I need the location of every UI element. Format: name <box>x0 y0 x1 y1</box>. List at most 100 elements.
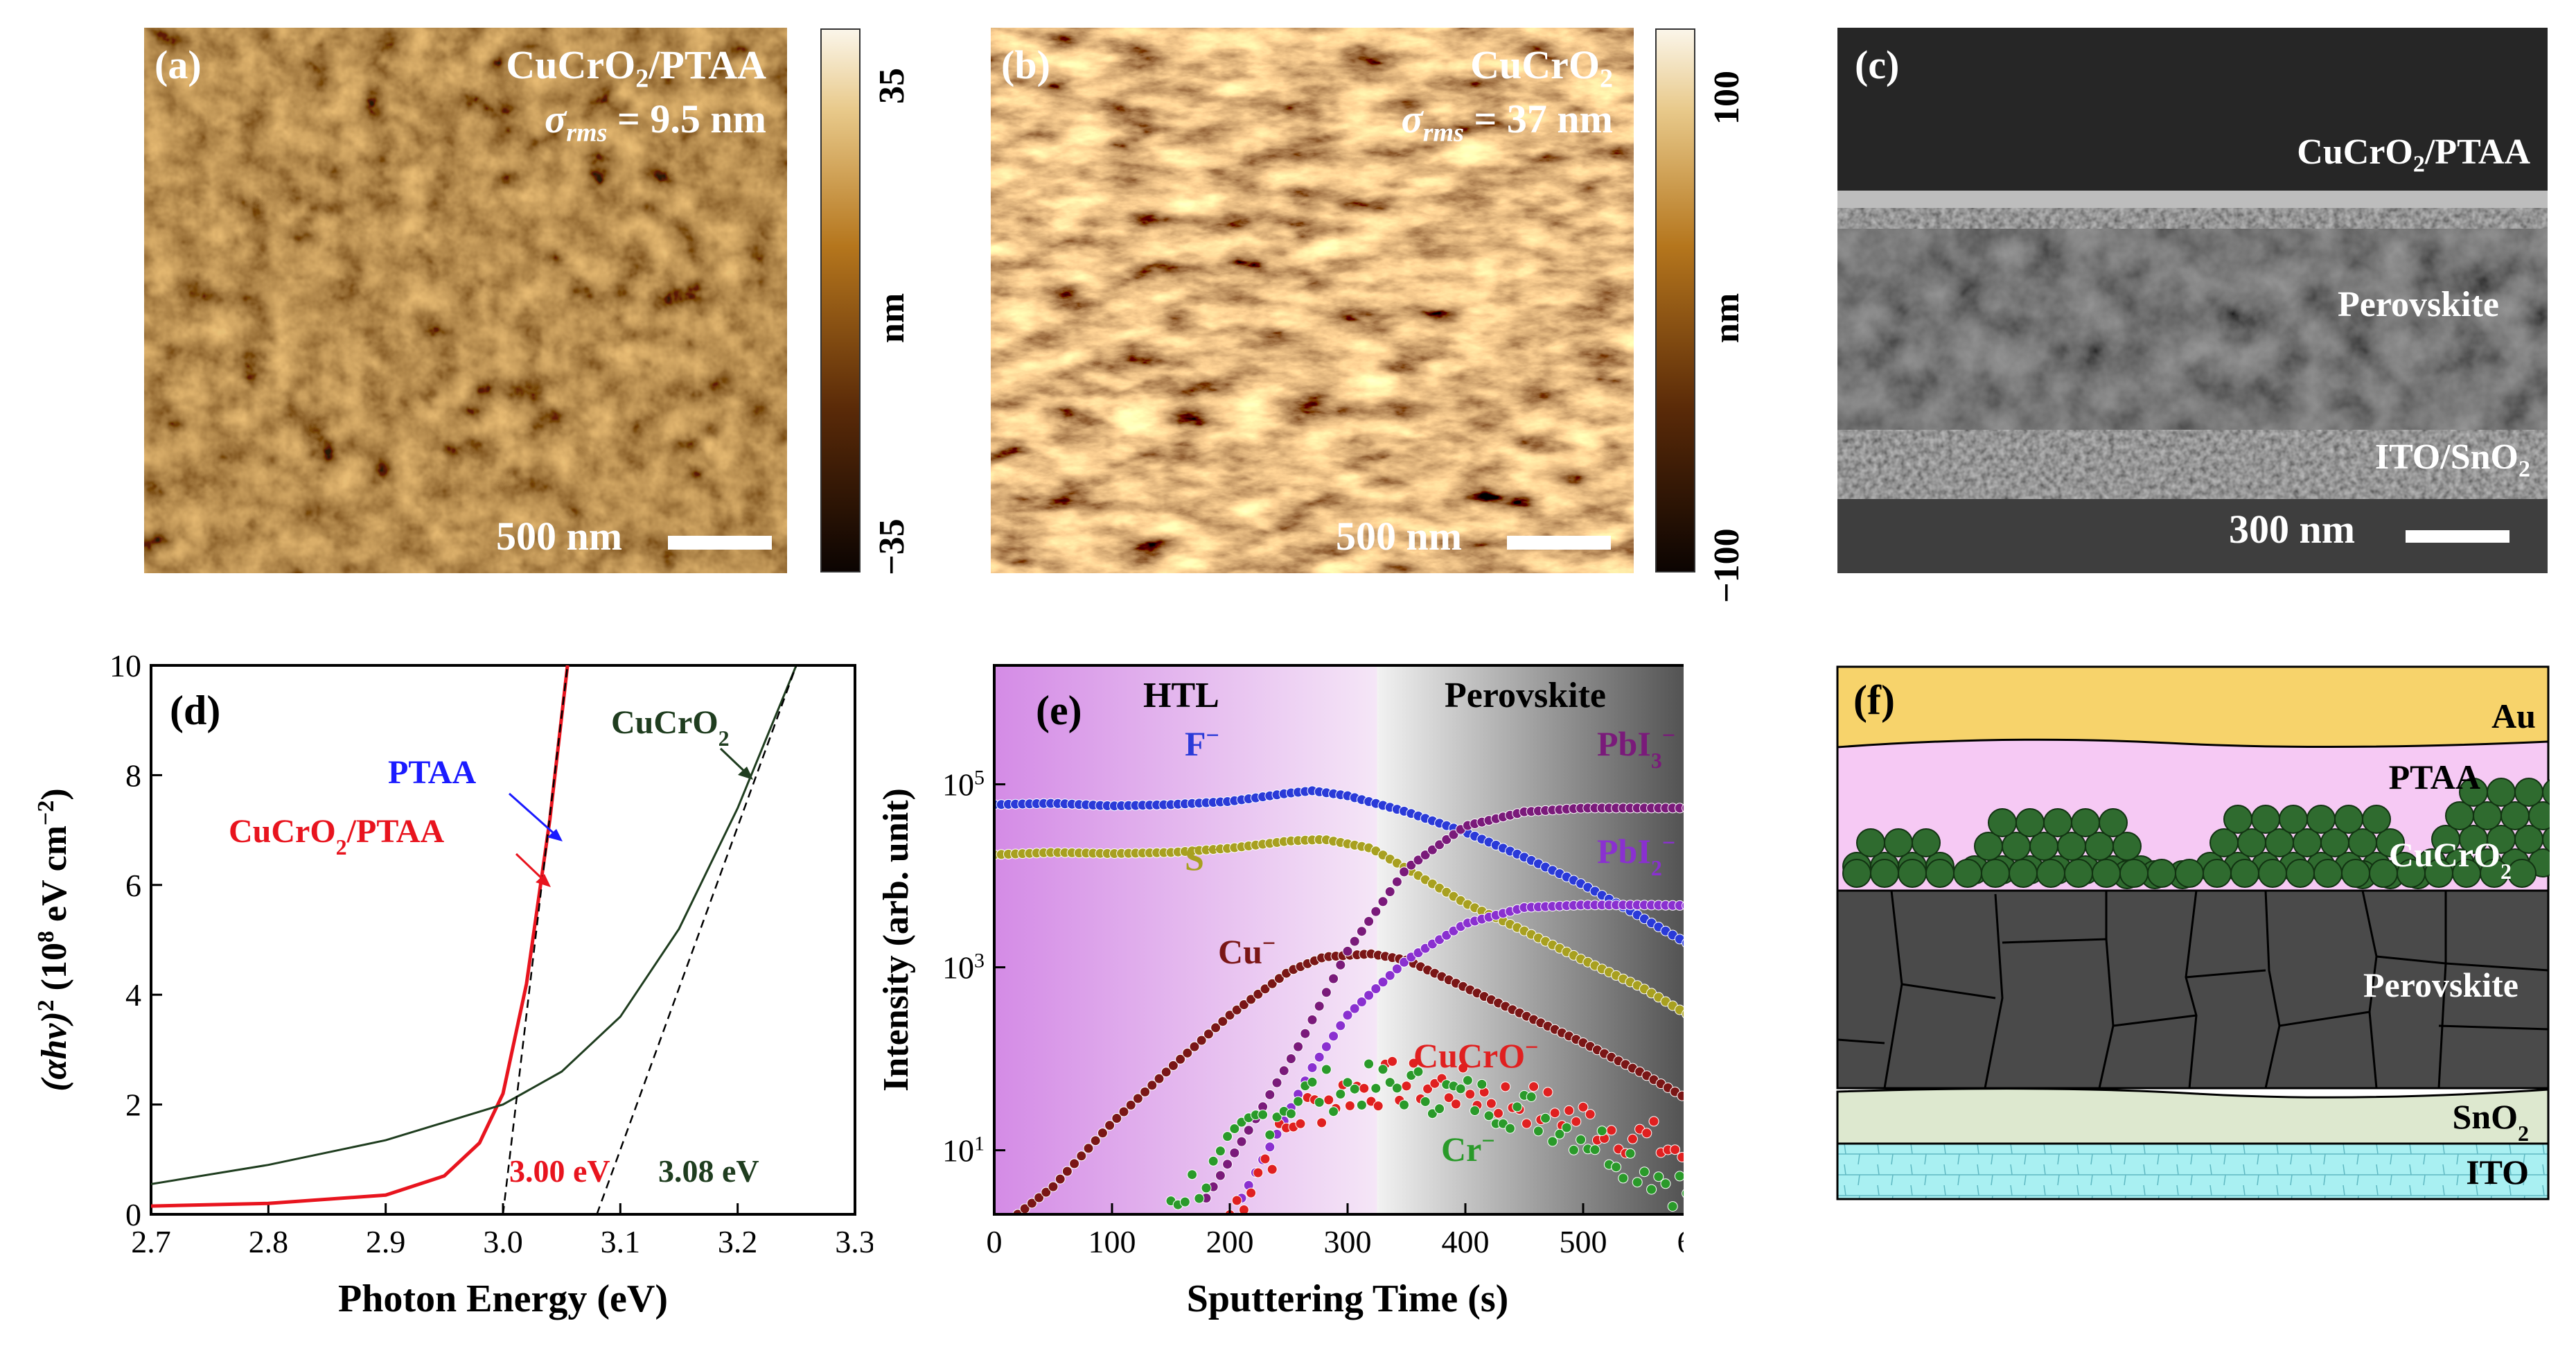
chart-e-point-3 <box>1328 973 1339 984</box>
chart-e-region-htl-bg <box>994 665 1377 1214</box>
chart-e-point-4 <box>1377 977 1388 988</box>
chart-e-point-2 <box>1132 1093 1143 1104</box>
cucro2-particle <box>2043 808 2072 837</box>
chart-e-ion-cucro-charge: − <box>1525 1035 1538 1060</box>
chart-e-point-2 <box>1147 1080 1158 1091</box>
chart-e-point-2 <box>1203 1029 1214 1040</box>
cucro2-particle <box>2092 859 2121 888</box>
chart-d-ylabel-close: ) <box>35 788 74 800</box>
chart-d-xtick-label: 3.1 <box>601 1224 641 1259</box>
cucro2-particle <box>2099 808 2128 837</box>
chart-e-ion-pbi2-charge: − <box>1662 830 1675 856</box>
chart-e-point-6 <box>1653 1171 1664 1182</box>
chart-e-point-6 <box>1314 1096 1325 1108</box>
chart-e-point-2 <box>1167 1060 1179 1071</box>
chart-d-gap-2: 3.08 eV <box>658 1153 759 1189</box>
cucro2-particle <box>2542 826 2550 853</box>
chart-d-xtick-label: 3.2 <box>718 1224 758 1259</box>
cucro2-particle <box>1856 828 1885 857</box>
chart-e-regions <box>994 665 1684 1214</box>
chart-d-arrowhead-cucro2-ptaa <box>536 874 551 887</box>
chart-e-point-5 <box>1627 1133 1638 1144</box>
chart-e-point-3 <box>1682 803 1684 812</box>
chart-e-point-6 <box>1264 1129 1276 1140</box>
chart-e-point-5 <box>1606 1125 1617 1136</box>
colorbar-b-gradient <box>1655 28 1695 573</box>
cucro2-particle <box>2203 859 2232 888</box>
chart-e-ion-cr: Cr− <box>1441 1128 1495 1169</box>
chart-d-ytick-label: 4 <box>125 977 141 1013</box>
panel-c-layer-top-tail: /PTAA <box>2424 132 2530 172</box>
chart-e-point-5 <box>1401 1081 1412 1092</box>
chart-e-ion-pbi3: PbI3− <box>1597 723 1675 773</box>
chart-e-point-6 <box>1476 1078 1488 1090</box>
chart-e-point-2 <box>1253 988 1264 999</box>
chart-e-point-2 <box>1026 1198 1037 1209</box>
chart-e-point-2 <box>1217 1016 1228 1027</box>
chart-d-annot-cucro2-ptaa-main: CuCrO <box>229 813 336 850</box>
chart-e-point-6 <box>1364 1058 1375 1069</box>
cucro2-particle <box>2009 859 2038 888</box>
chart-e-point-5 <box>1528 1081 1540 1092</box>
panel-a-sample-main: CuCrO <box>506 42 636 87</box>
chart-e-region-htl: HTL <box>1143 676 1219 715</box>
chart-e-point-6 <box>1540 1112 1551 1124</box>
chart-e-point-5 <box>1373 1101 1384 1112</box>
panel-b-label: (b) <box>1001 42 1050 87</box>
chart-e-point-5 <box>1450 1099 1461 1110</box>
chart-e-point-3 <box>1215 1170 1226 1181</box>
chart-e-point-6 <box>1625 1148 1636 1159</box>
chart-e-point-6 <box>1533 1126 1544 1137</box>
chart-e-point-4 <box>1674 900 1684 911</box>
chart-e-point-2 <box>1246 994 1257 1005</box>
chart-e-ylabel: Intensity (arb. unit) <box>880 788 916 1092</box>
chart-e-ion-cu-charge: − <box>1262 931 1276 956</box>
chart-d-ylabel-sup: 2 <box>33 999 59 1011</box>
chart-e-point-4 <box>1399 956 1410 968</box>
chart-e-ion-cucro-name: CuCrO <box>1413 1036 1525 1075</box>
chart-e-point-4 <box>1342 1010 1353 1021</box>
chart-e-point-2 <box>1083 1143 1094 1154</box>
scale-bar-b <box>1507 536 1611 550</box>
chart-e-point-5 <box>1246 1187 1257 1198</box>
chart-e-point-5 <box>1677 1152 1684 1162</box>
chart-e-point-3 <box>1441 834 1452 845</box>
chart-e-point-6 <box>1229 1124 1240 1134</box>
chart-e-point-3 <box>1264 1089 1276 1100</box>
colorbar-b-unit: nm <box>1707 292 1747 343</box>
chart-d-ylabel-units2: eV cm <box>35 825 74 931</box>
chart-e-point-5 <box>1493 1108 1504 1119</box>
chart-e-point-6 <box>1618 1173 1629 1184</box>
chart-d-xtick-label: 2.9 <box>366 1224 406 1259</box>
chart-e: 0 100 200 300 400 500 600 101 103 105 (e) HTL Per… <box>880 664 1684 1320</box>
panel-b-sigma-sub: rms <box>1422 118 1464 148</box>
chart-d-ylabel-exp: 8 <box>33 931 59 943</box>
cucro2-particle <box>2362 805 2391 834</box>
chart-e-point-6 <box>1384 1077 1395 1088</box>
cucro2-particle <box>2251 805 2280 834</box>
panel-c-scale-text: 300 nm <box>2229 507 2356 552</box>
colorbar-a-unit: nm <box>872 292 912 343</box>
chart-e-point-6 <box>1187 1169 1198 1180</box>
panel-f-sno2-sub: 2 <box>2518 1121 2529 1146</box>
panel-b-sigma-symbol: σ <box>1401 96 1423 141</box>
chart-e-panel-label: (e) <box>1036 688 1082 733</box>
chart-e-point-2 <box>1118 1106 1129 1117</box>
chart-e-point-2 <box>1260 984 1271 995</box>
chart-e-point-3 <box>1674 803 1684 814</box>
chart-d-xtick-label: 2.7 <box>131 1224 171 1259</box>
cucro2-particle <box>1981 859 2010 888</box>
chart-e-point-5 <box>1359 1083 1370 1094</box>
chart-e-point-5 <box>1641 1128 1652 1139</box>
chart-e-point-3 <box>1434 839 1445 850</box>
chart-e-point-5 <box>1295 1118 1306 1129</box>
chart-e-point-3 <box>1370 906 1382 917</box>
chart-e-point-2 <box>1111 1113 1122 1124</box>
chart-e-ytick-label: 103 <box>942 949 985 986</box>
chart-e-point-6 <box>1455 1083 1466 1094</box>
panel-c-layer-top-main: CuCrO <box>2297 132 2413 172</box>
chart-e-point-2 <box>1140 1086 1151 1097</box>
chart-e-point-2 <box>1210 1022 1221 1033</box>
panel-b-sample: CuCrO2 <box>1470 42 1613 94</box>
chart-d-annot-cucro2: CuCrO2 <box>611 704 730 751</box>
